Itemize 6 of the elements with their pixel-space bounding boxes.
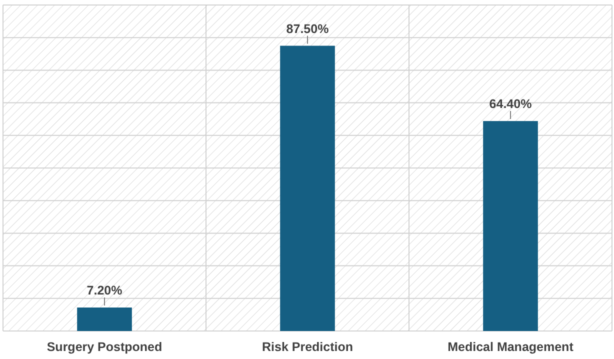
data-label: 87.50% xyxy=(286,22,329,36)
x-tick-label: Risk Prediction xyxy=(262,340,353,354)
data-label: 64.40% xyxy=(489,97,532,112)
x-tick-label: Surgery Postponed xyxy=(46,340,162,354)
x-tick-label: Medical Management xyxy=(448,340,574,354)
data-label: 7.20% xyxy=(86,284,122,298)
